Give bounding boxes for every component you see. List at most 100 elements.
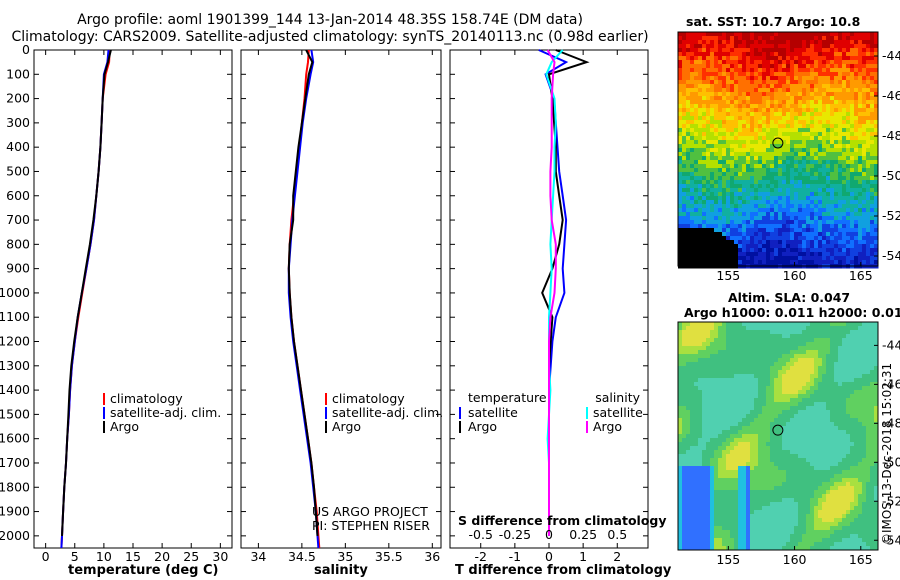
sla-map-cell [710, 426, 715, 431]
sst-map-cell [814, 112, 819, 117]
sst-map-cell [702, 56, 707, 61]
sst-map-cell [686, 80, 691, 85]
sla-map-cell [782, 402, 787, 407]
sst-map-cell [682, 188, 687, 193]
sst-map-cell [702, 92, 707, 97]
sst-map-cell [734, 224, 739, 229]
sst-map-cell [834, 184, 839, 189]
sla-map-cell [794, 438, 799, 443]
sst-map-cell [758, 136, 763, 141]
sla-map-cell [730, 350, 735, 355]
sla-map-cell [766, 402, 771, 407]
sla-map-cell [682, 386, 687, 391]
sst-map-cell [738, 68, 743, 73]
sla-map-cell [762, 326, 767, 331]
sst-map-cell [758, 128, 763, 133]
sla-map-cell [726, 438, 731, 443]
sst-map-cell [778, 144, 783, 149]
sst-map-cell [786, 64, 791, 69]
sst-map-cell [722, 160, 727, 165]
sla-map-cell [774, 334, 779, 339]
sst-map-cell [710, 164, 715, 169]
sla-map-cell [874, 338, 879, 343]
sst-map-cell [726, 32, 731, 37]
sst-map-cell [786, 220, 791, 225]
sla-map-cell [778, 414, 783, 419]
sst-map-cell [862, 52, 867, 57]
sla-map-cell [758, 458, 763, 463]
sst-map-cell [766, 96, 771, 101]
sla-map-cell [678, 322, 683, 327]
sla-map-cell [750, 350, 755, 355]
sla-map-cell [802, 406, 807, 411]
sst-map-cell [794, 72, 799, 77]
sla-map-cell [850, 422, 855, 427]
sst-map-cell [714, 88, 719, 93]
sla-map-cell [874, 358, 879, 363]
sla-map-cell [834, 326, 839, 331]
sla-map-cell [810, 366, 815, 371]
sst-map-cell [866, 104, 871, 109]
sst-map-cell [798, 80, 803, 85]
sla-map-cell [710, 406, 715, 411]
sst-map-cell [802, 148, 807, 153]
sla-map-cell [818, 382, 823, 387]
sst-map-cell [874, 160, 879, 165]
sst-map-cell [834, 56, 839, 61]
sla-map-cell [770, 378, 775, 383]
sla-map-cell [738, 358, 743, 363]
sst-map-cell [718, 236, 723, 241]
sla-map-cell [714, 362, 719, 367]
sst-map-cell [858, 60, 863, 65]
sla-map-cell [874, 394, 879, 399]
sla-map-cell [762, 454, 767, 459]
sst-map-cell [866, 256, 871, 261]
sst-map-cell [810, 44, 815, 49]
sst-map-cell [710, 156, 715, 161]
sla-map-cell [770, 374, 775, 379]
sst-map-cell [806, 136, 811, 141]
sst-map-cell [790, 100, 795, 105]
sst-map-cell [822, 248, 827, 253]
sst-map-cell [734, 196, 739, 201]
sst-map-cell [782, 136, 787, 141]
sla-map-cell [782, 430, 787, 435]
sla-map-cell [690, 422, 695, 427]
sla-map-cell [690, 462, 695, 467]
sst-map-cell [710, 72, 715, 77]
sla-map-cell [782, 414, 787, 419]
sst-map-cell [726, 220, 731, 225]
sla-map-cell [734, 422, 739, 427]
sla-map-cell [818, 442, 823, 447]
sla-map-cell [766, 454, 771, 459]
sst-map-cell [730, 224, 735, 229]
sla-map-cell [802, 458, 807, 463]
sla-map-cell [730, 322, 735, 327]
sst-map-cell [794, 188, 799, 193]
sst-map-cell [830, 112, 835, 117]
sla-map-cell [870, 414, 875, 419]
sst-map-cell [790, 228, 795, 233]
sst-map-cell [774, 116, 779, 121]
sla-map-cell [694, 406, 699, 411]
sst-map-cell [766, 208, 771, 213]
sla-map-cell [850, 342, 855, 347]
sla-map-cell [710, 362, 715, 367]
sst-map-cell [810, 180, 815, 185]
sla-map-cell [866, 434, 871, 439]
sst-map-cell [714, 96, 719, 101]
sst-map-cell [754, 148, 759, 153]
sst-map-cell [862, 56, 867, 61]
pressure-tick-label: 1300 [0, 358, 30, 373]
sla-map-cell [750, 458, 755, 463]
sst-map-cell [690, 128, 695, 133]
sst-map-cell [794, 120, 799, 125]
sla-map-cell [862, 370, 867, 375]
sst-map-cell [782, 204, 787, 209]
sst-map-cell [866, 164, 871, 169]
sla-map-cell [714, 462, 719, 467]
sst-map-cell [766, 56, 771, 61]
sst-map-cell [810, 84, 815, 89]
sst-map-cell [758, 80, 763, 85]
sst-map-cell [746, 148, 751, 153]
